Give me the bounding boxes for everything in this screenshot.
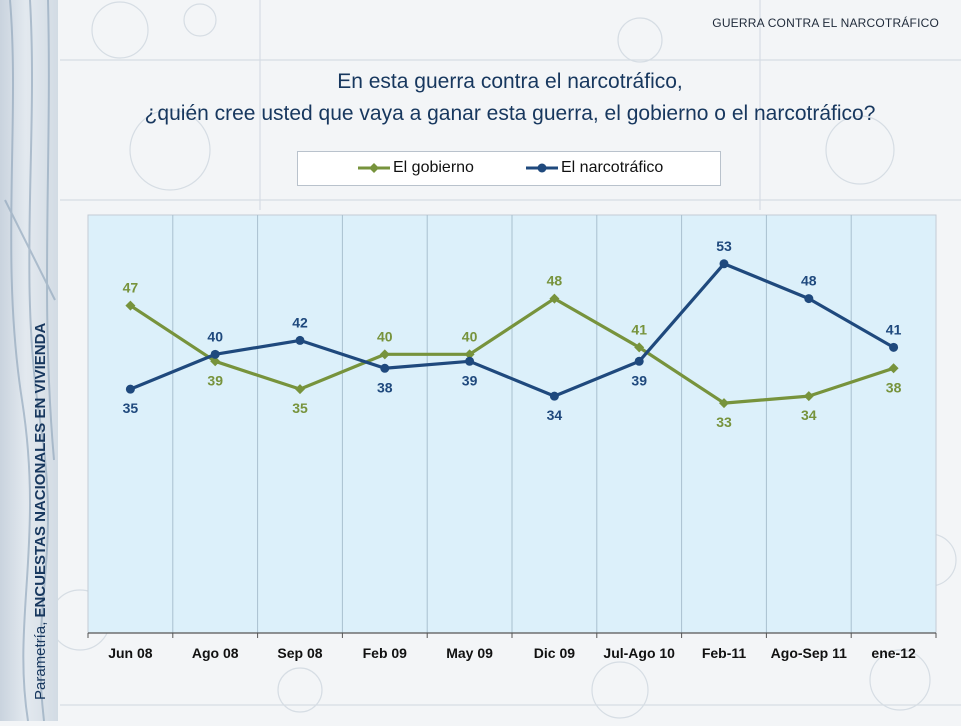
data-label-gobierno: 48 — [547, 273, 563, 289]
x-tick-label: Feb-11 — [702, 645, 747, 661]
x-tick-label: Dic 09 — [534, 645, 575, 661]
data-label-narco: 53 — [716, 238, 732, 254]
data-point-narco — [804, 294, 814, 304]
x-tick-label: ene-12 — [871, 645, 916, 661]
data-point-gobierno — [888, 363, 899, 374]
data-point-gobierno — [464, 349, 475, 360]
data-point-narco — [380, 363, 390, 373]
data-point-gobierno — [803, 391, 814, 402]
data-point-narco — [549, 391, 559, 401]
data-point-gobierno — [295, 384, 305, 395]
data-point-narco — [719, 259, 729, 269]
data-label-gobierno: 33 — [716, 414, 732, 430]
data-label-narco: 39 — [462, 372, 478, 388]
data-label-gobierno: 38 — [886, 379, 902, 395]
data-label-narco: 34 — [547, 407, 563, 423]
data-point-gobierno — [125, 300, 136, 311]
data-label-gobierno: 34 — [801, 407, 817, 423]
section-tag: GUERRA CONTRA EL NARCOTRÁFICO — [712, 16, 939, 30]
data-point-narco — [125, 384, 135, 394]
data-point-narco — [889, 342, 899, 352]
data-label-narco: 48 — [801, 273, 817, 289]
series-line-gobierno — [129, 297, 895, 405]
data-label-gobierno: 35 — [292, 400, 308, 416]
data-point-gobierno — [210, 356, 221, 367]
data-point-gobierno — [719, 398, 729, 409]
data-label-gobierno: 41 — [631, 321, 647, 337]
tree-branches-decoration — [4, 0, 56, 722]
data-label-narco: 35 — [123, 400, 139, 416]
legend-item-narco: El narcotráfico — [526, 159, 663, 177]
x-tick-label: Feb 09 — [363, 645, 408, 661]
data-label-narco: 38 — [377, 379, 393, 395]
data-label-narco: 41 — [886, 321, 902, 337]
title-line-2: ¿quién cree usted que vaya a ganar esta … — [144, 102, 876, 125]
data-label-narco: 40 — [207, 328, 223, 344]
x-tick-label: Sep 08 — [277, 645, 322, 661]
data-point-narco — [210, 349, 220, 359]
x-tick-label: May 09 — [446, 645, 493, 661]
data-point-gobierno — [549, 293, 560, 304]
legend-narco-label: El narcotráfico — [561, 159, 664, 176]
chart-title: En esta guerra contra el narcotráfico, ¿… — [60, 66, 960, 130]
data-point-narco — [465, 356, 475, 366]
data-label-narco: 39 — [631, 372, 647, 388]
legend-gobierno-marker — [358, 163, 390, 173]
data-label-narco: 42 — [292, 314, 308, 330]
series-line-narco — [129, 262, 895, 398]
data-label-gobierno: 40 — [462, 328, 478, 344]
data-label-gobierno: 40 — [377, 328, 393, 344]
chart-legend: El gobierno El narcotráfico — [297, 151, 721, 186]
x-tick-label: Ago-Sep 11 — [771, 645, 847, 661]
legend-gobierno-label: El gobierno — [393, 159, 474, 176]
legend-narco-marker — [526, 163, 558, 173]
data-label-gobierno: 47 — [123, 280, 139, 296]
data-point-narco — [295, 335, 305, 345]
data-point-gobierno — [379, 349, 390, 360]
x-tick-label: Ago 08 — [192, 645, 239, 661]
data-point-narco — [634, 356, 644, 366]
decorative-left-strip — [0, 0, 58, 722]
legend-item-gobierno: El gobierno — [358, 159, 474, 177]
x-tick-label: Jul-Ago 10 — [603, 645, 675, 661]
data-label-gobierno: 39 — [207, 372, 223, 388]
data-point-gobierno — [634, 342, 645, 353]
x-tick-label: Jun 08 — [108, 645, 153, 661]
title-line-1: En esta guerra contra el narcotráfico, — [337, 70, 683, 93]
